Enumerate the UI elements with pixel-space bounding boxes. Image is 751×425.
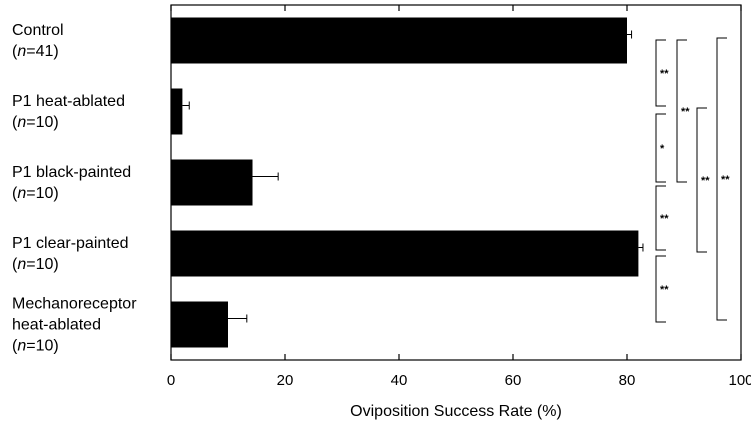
category-label: P1 clear-painted (n=10) [12,235,129,273]
significance-brackets-group: *********** ** [655,37,730,323]
bar [171,230,639,277]
significance-bracket [716,37,727,321]
significance-bracket [655,185,666,251]
bar [171,17,627,64]
significance-label: ** [701,175,710,187]
significance-label: ** [721,174,730,186]
error-bars-group [182,30,644,323]
significance-label: ** [681,106,690,118]
significance-bracket [676,39,687,183]
x-ticks-group: 0 20 40 60 80 100 [167,5,751,389]
bars-group [171,17,639,348]
significance-bracket [655,39,666,107]
category-label: P1 heat-ablated (n=10) [12,93,125,131]
category-label: Mechanoreceptor heat-ablated (n=10) [12,296,137,355]
significance-bracket [655,255,666,323]
x-tick-label: 80 [619,372,636,389]
x-tick-label: 40 [391,372,408,389]
bar [171,301,228,348]
x-tick-label: 60 [505,372,522,389]
category-label: Control (n=41) [12,22,64,60]
x-axis-title: Oviposition Success Rate (%) [350,403,562,420]
bar [171,159,253,206]
bar [171,88,183,135]
category-label: P1 black-painted (n=10) [12,164,131,202]
significance-label: ** [660,213,669,225]
category-labels-group: Control (n=41) P1 heat-ablated (n=10) P1 bla… [12,22,137,355]
x-tick-label: 0 [167,372,175,389]
significance-bracket [696,107,707,253]
significance-label: * [660,143,665,155]
x-tick-label: 20 [277,372,294,389]
significance-label: ** [660,284,669,296]
significance-bracket [655,113,666,183]
x-tick-label: 100 [728,372,751,389]
significance-label: ** [660,68,669,80]
